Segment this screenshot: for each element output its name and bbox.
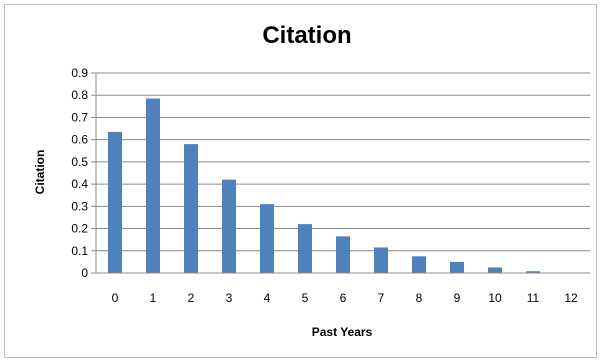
x-tick-label: 11 bbox=[527, 291, 540, 305]
x-axis-title: Past Years bbox=[312, 325, 373, 339]
bar bbox=[336, 236, 350, 273]
x-tick-labels: 0 1 2 3 4 5 6 7 8 9 10 11 12 bbox=[112, 291, 578, 305]
bar bbox=[412, 256, 426, 273]
y-tick-label: 0.5 bbox=[71, 155, 88, 169]
y-tick-labels: 0 0.1 0.2 0.3 0.4 0.5 0.6 0.7 0.8 0.9 bbox=[71, 66, 88, 280]
axes bbox=[91, 72, 590, 274]
bar bbox=[108, 131, 122, 273]
y-tick-label: 0.6 bbox=[71, 133, 88, 147]
bar bbox=[374, 247, 388, 273]
y-tick-label: 0.1 bbox=[71, 244, 88, 258]
y-tick-label: 0.9 bbox=[71, 66, 88, 80]
x-tick-label: 5 bbox=[302, 291, 309, 305]
bar bbox=[222, 179, 236, 273]
x-tick-label: 6 bbox=[340, 291, 347, 305]
x-tick-label: 3 bbox=[226, 291, 233, 305]
x-tick-label: 9 bbox=[454, 291, 461, 305]
bar bbox=[488, 267, 502, 273]
x-tick-label: 8 bbox=[416, 291, 423, 305]
x-tick-label: 7 bbox=[378, 291, 385, 305]
bar bbox=[184, 144, 198, 273]
x-tick-label: 1 bbox=[150, 291, 157, 305]
x-tick-label: 4 bbox=[264, 291, 271, 305]
y-tick-label: 0.2 bbox=[71, 222, 88, 236]
x-tick-label: 2 bbox=[188, 291, 195, 305]
y-tick-label: 0.4 bbox=[71, 177, 88, 191]
x-tick-label: 10 bbox=[488, 291, 502, 305]
bar bbox=[298, 224, 312, 273]
y-tick-label: 0.3 bbox=[71, 199, 88, 213]
y-tick-label: 0.7 bbox=[71, 110, 88, 124]
x-tick-label: 0 bbox=[112, 291, 119, 305]
y-tick-label: 0.8 bbox=[71, 88, 88, 102]
chart-title: Citation bbox=[262, 22, 351, 49]
gridlines bbox=[96, 72, 590, 252]
bar bbox=[146, 98, 160, 273]
x-tick-label: 12 bbox=[564, 291, 578, 305]
bar bbox=[526, 271, 540, 273]
chart-area bbox=[4, 4, 597, 358]
y-tick-label: 0 bbox=[81, 266, 88, 280]
bar bbox=[450, 261, 464, 273]
bar bbox=[260, 204, 274, 273]
bars bbox=[108, 98, 540, 273]
y-axis-title: Citation bbox=[33, 150, 47, 195]
